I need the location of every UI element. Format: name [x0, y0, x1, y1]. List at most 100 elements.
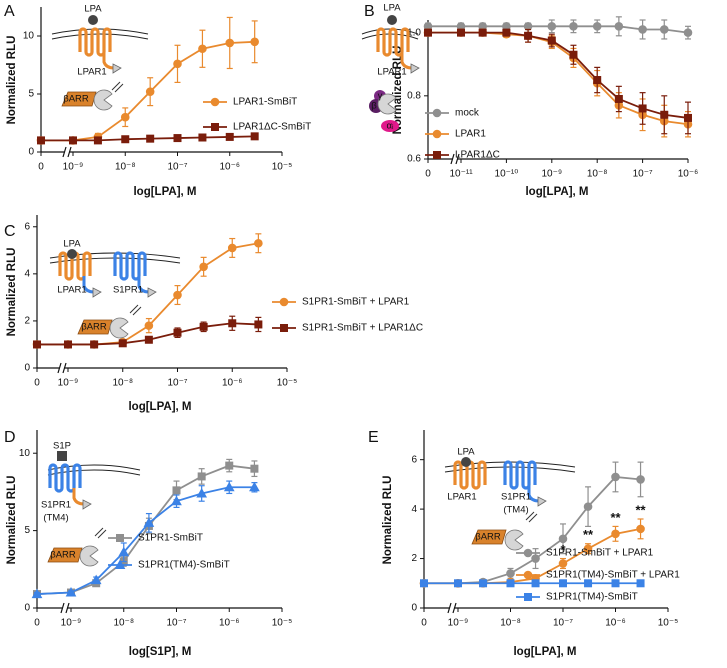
g-alpha: [381, 120, 399, 132]
x-tick-label: 10⁻⁹: [61, 618, 82, 629]
legend-label: LPAR1ΔC-SmBiT: [233, 122, 311, 133]
y-tick-label: 0.8: [407, 90, 421, 101]
x-tick-label: 10⁻⁸: [500, 618, 521, 629]
legend-label: S1PR1-SmBiT + LPAR1: [302, 297, 410, 308]
membrane: [51, 28, 149, 35]
marker: [250, 464, 259, 473]
lgbit: [109, 317, 129, 339]
axis-break: [455, 153, 460, 165]
y-tick-label: 0.6: [407, 154, 421, 165]
legend-label: S1PR1(TM4)-SmBiT: [138, 560, 230, 571]
y-tick-label: 4: [24, 268, 30, 279]
diagram-label: γ: [378, 91, 383, 102]
legend-label: S1PR1-SmBiT + LPAR1: [546, 548, 654, 559]
y-tick-label: 0: [411, 603, 417, 614]
marker: [479, 579, 488, 588]
diagram-label: LPA: [383, 3, 401, 14]
diagram-label: S1PR1: [501, 492, 531, 503]
x-axis-title: log[LPA], M: [128, 401, 191, 413]
y-tick-label: 10: [19, 448, 31, 459]
legend-marker: [432, 129, 442, 139]
x-tick-label: 10⁻⁵: [272, 618, 293, 629]
x-tick-label: 10⁻⁶: [605, 618, 626, 629]
legend-label: LPAR1ΔC: [455, 150, 500, 161]
x-tick-label: 10⁻⁹: [58, 378, 79, 389]
x-tick-label: 0: [38, 162, 44, 173]
marker: [250, 37, 259, 47]
barrestin: [77, 319, 113, 335]
marker: [424, 28, 432, 37]
marker: [547, 22, 557, 31]
marker: [143, 517, 155, 527]
marker: [636, 524, 645, 534]
marker: [502, 28, 511, 37]
marker: [144, 321, 154, 330]
x-tick-label: 10⁻⁸: [113, 618, 134, 629]
lgbit: [79, 545, 99, 567]
equilibrium-arrow: [129, 304, 139, 314]
marker: [227, 243, 237, 253]
x-tick-label: 10⁻⁷: [166, 618, 186, 629]
legend-marker: [280, 324, 288, 332]
y-axis-title: Normalized RLU: [6, 36, 18, 125]
marker: [172, 486, 181, 495]
diagram-label: LPAR1: [447, 492, 476, 503]
marker: [638, 25, 647, 34]
x-axis-title: log[LPA], M: [513, 646, 576, 658]
marker: [614, 94, 623, 103]
equilibrium-arrow: [525, 511, 535, 521]
x-tick-label: 10⁻⁸: [587, 169, 608, 180]
y-tick-label: 6: [411, 454, 417, 465]
legend-marker: [114, 559, 126, 569]
panel-letter: B: [364, 3, 375, 20]
diagram-label: LPA: [84, 4, 102, 15]
marker: [90, 340, 99, 349]
y-tick-label: 0: [24, 363, 30, 374]
equilibrium-arrow: [111, 81, 121, 91]
x-tick-label: 10⁻⁷: [167, 162, 187, 173]
legend-marker: [523, 570, 533, 580]
smbit: [112, 63, 122, 74]
marker: [478, 28, 487, 37]
equilibrium-arrow: [114, 83, 124, 93]
marker: [144, 335, 153, 344]
x-tick-label: 10⁻⁹: [541, 169, 562, 180]
panel-letter: C: [4, 223, 16, 240]
marker: [90, 574, 102, 585]
x-tick-label: 0: [421, 618, 427, 629]
marker: [198, 133, 207, 142]
marker: [593, 76, 602, 85]
marker: [636, 475, 645, 484]
marker: [225, 461, 234, 470]
marker: [197, 472, 206, 481]
y-tick-label: 6: [24, 221, 30, 232]
axis-break: [450, 153, 455, 165]
marker: [65, 587, 77, 597]
axis-break: [57, 362, 62, 374]
marker: [69, 136, 77, 145]
axis-break: [447, 602, 452, 614]
marker: [506, 579, 515, 588]
significance: **: [610, 510, 621, 525]
fit-line: [428, 31, 689, 119]
marker: [611, 529, 620, 539]
receptor-helix: [503, 460, 537, 490]
receptor-tail: [527, 485, 540, 503]
marker: [173, 59, 182, 69]
x-tick-label: 10⁻⁶: [678, 169, 699, 180]
y-axis-title: Normalized RLU: [6, 248, 18, 337]
legend-label: LPAR1-SmBiT: [233, 97, 297, 108]
marker: [660, 110, 669, 119]
barrestin: [61, 91, 97, 107]
marker: [454, 579, 462, 588]
fit-line: [428, 25, 689, 34]
smbit: [147, 287, 157, 298]
marker: [420, 579, 428, 588]
diagram-label: βARR: [63, 94, 89, 105]
legend-label: S1PR1(TM4)-SmBiT + LPAR1: [546, 570, 680, 581]
marker: [584, 579, 593, 588]
x-tick-label: 10⁻¹¹: [449, 169, 473, 180]
x-axis-title: log[S1P], M: [129, 646, 192, 658]
